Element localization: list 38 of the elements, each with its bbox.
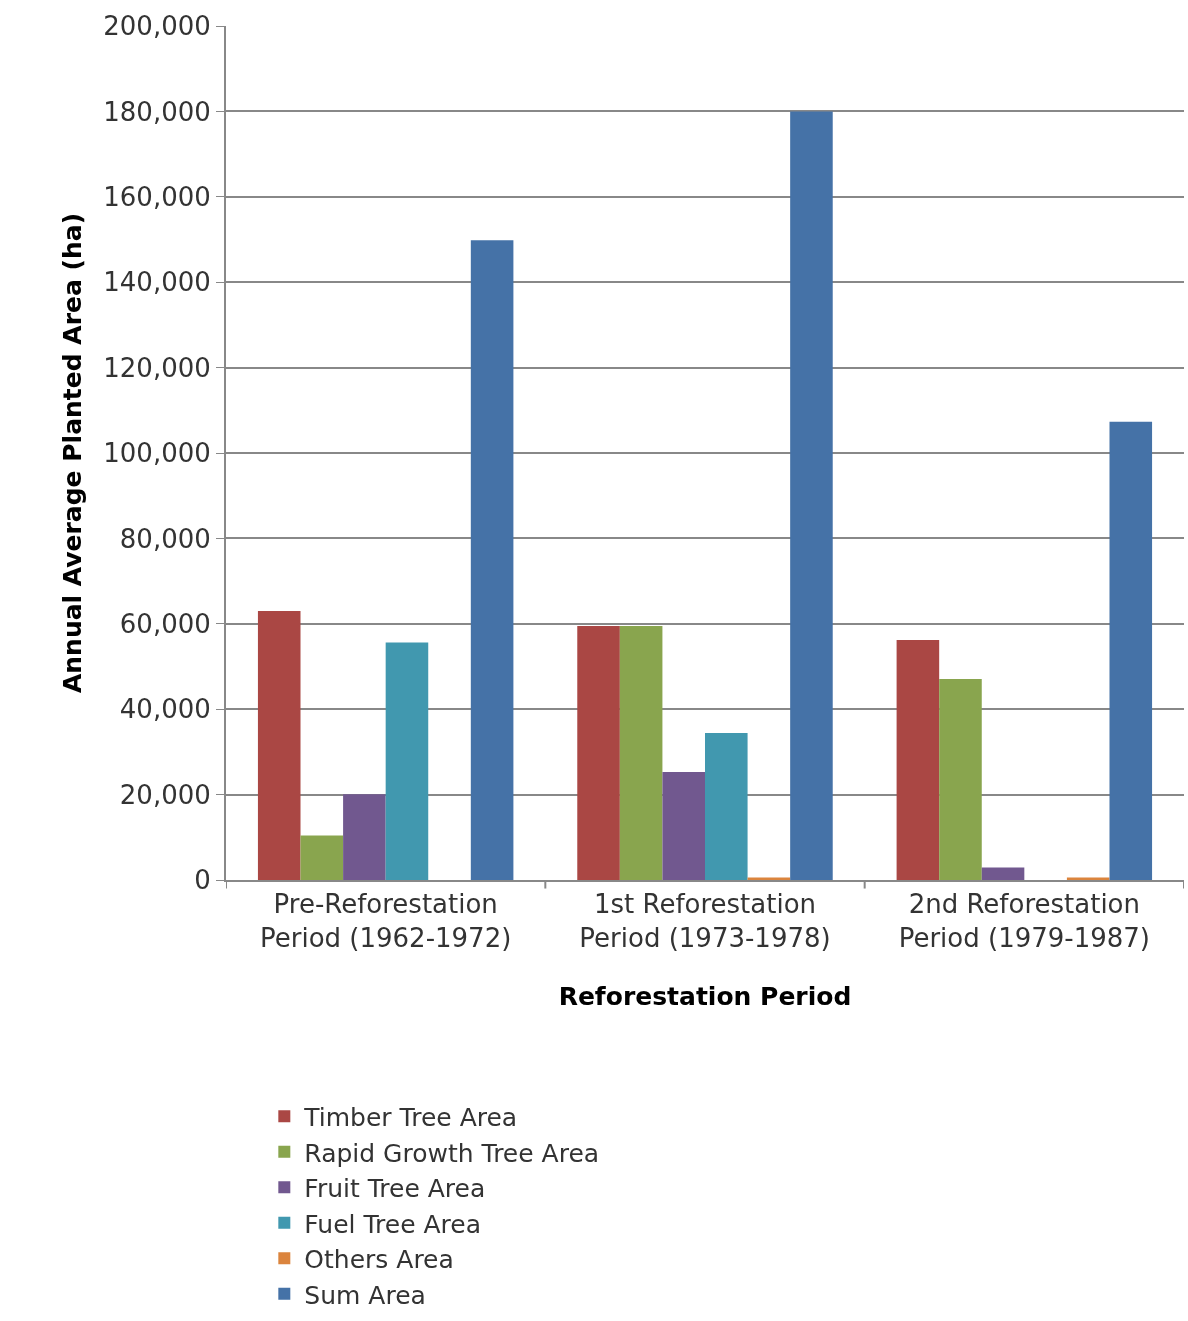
x-tick-label: 2nd Reforestation Period (1979-1987) — [898, 889, 1150, 953]
bar — [747, 877, 791, 880]
y-tick-label: 40,000 — [119, 694, 211, 725]
bar — [1066, 877, 1110, 880]
legend-label: Timber Tree Area — [303, 1103, 518, 1132]
bar — [470, 240, 514, 880]
bar — [343, 794, 386, 880]
y-tick-label: 200,000 — [103, 11, 211, 42]
y-tick-label: 20,000 — [119, 779, 211, 810]
y-tick-label: 100,000 — [103, 438, 211, 469]
x-tick-label: 1st Reforestation Period (1973-1978) — [579, 889, 831, 953]
bar — [577, 625, 620, 880]
x-tick-label: Pre-Reforestation Period (1962-1972) — [260, 889, 512, 953]
y-tick-label: 0 — [194, 865, 211, 896]
bar — [790, 111, 833, 880]
bar — [662, 771, 705, 880]
y-tick-label: 160,000 — [103, 181, 211, 212]
x-axis-title: Reforestation Period — [558, 981, 852, 1011]
legend-label: Others Area — [304, 1245, 454, 1274]
y-tick-label: 180,000 — [103, 96, 211, 127]
y-tick-label: 60,000 — [119, 608, 211, 639]
bar — [939, 678, 982, 880]
y-tick-label: 80,000 — [119, 523, 211, 554]
y-tick-label: 140,000 — [103, 267, 211, 298]
legend-label: Fruit Tree Area — [304, 1174, 486, 1203]
y-axis-title: Annual Average Planted Area (ha) — [57, 212, 87, 694]
y-tick-label: 120,000 — [103, 352, 211, 383]
legend-label: Rapid Growth Tree Area — [304, 1138, 600, 1168]
bar — [981, 867, 1025, 880]
bar — [385, 642, 429, 880]
bar — [1109, 421, 1153, 880]
bar — [619, 625, 663, 880]
legend-label: Sum Area — [304, 1280, 426, 1310]
legend-label: Fuel Tree Area — [304, 1209, 482, 1239]
bar — [300, 835, 344, 880]
bar — [705, 733, 748, 880]
bar — [896, 640, 940, 880]
bar — [257, 610, 301, 880]
